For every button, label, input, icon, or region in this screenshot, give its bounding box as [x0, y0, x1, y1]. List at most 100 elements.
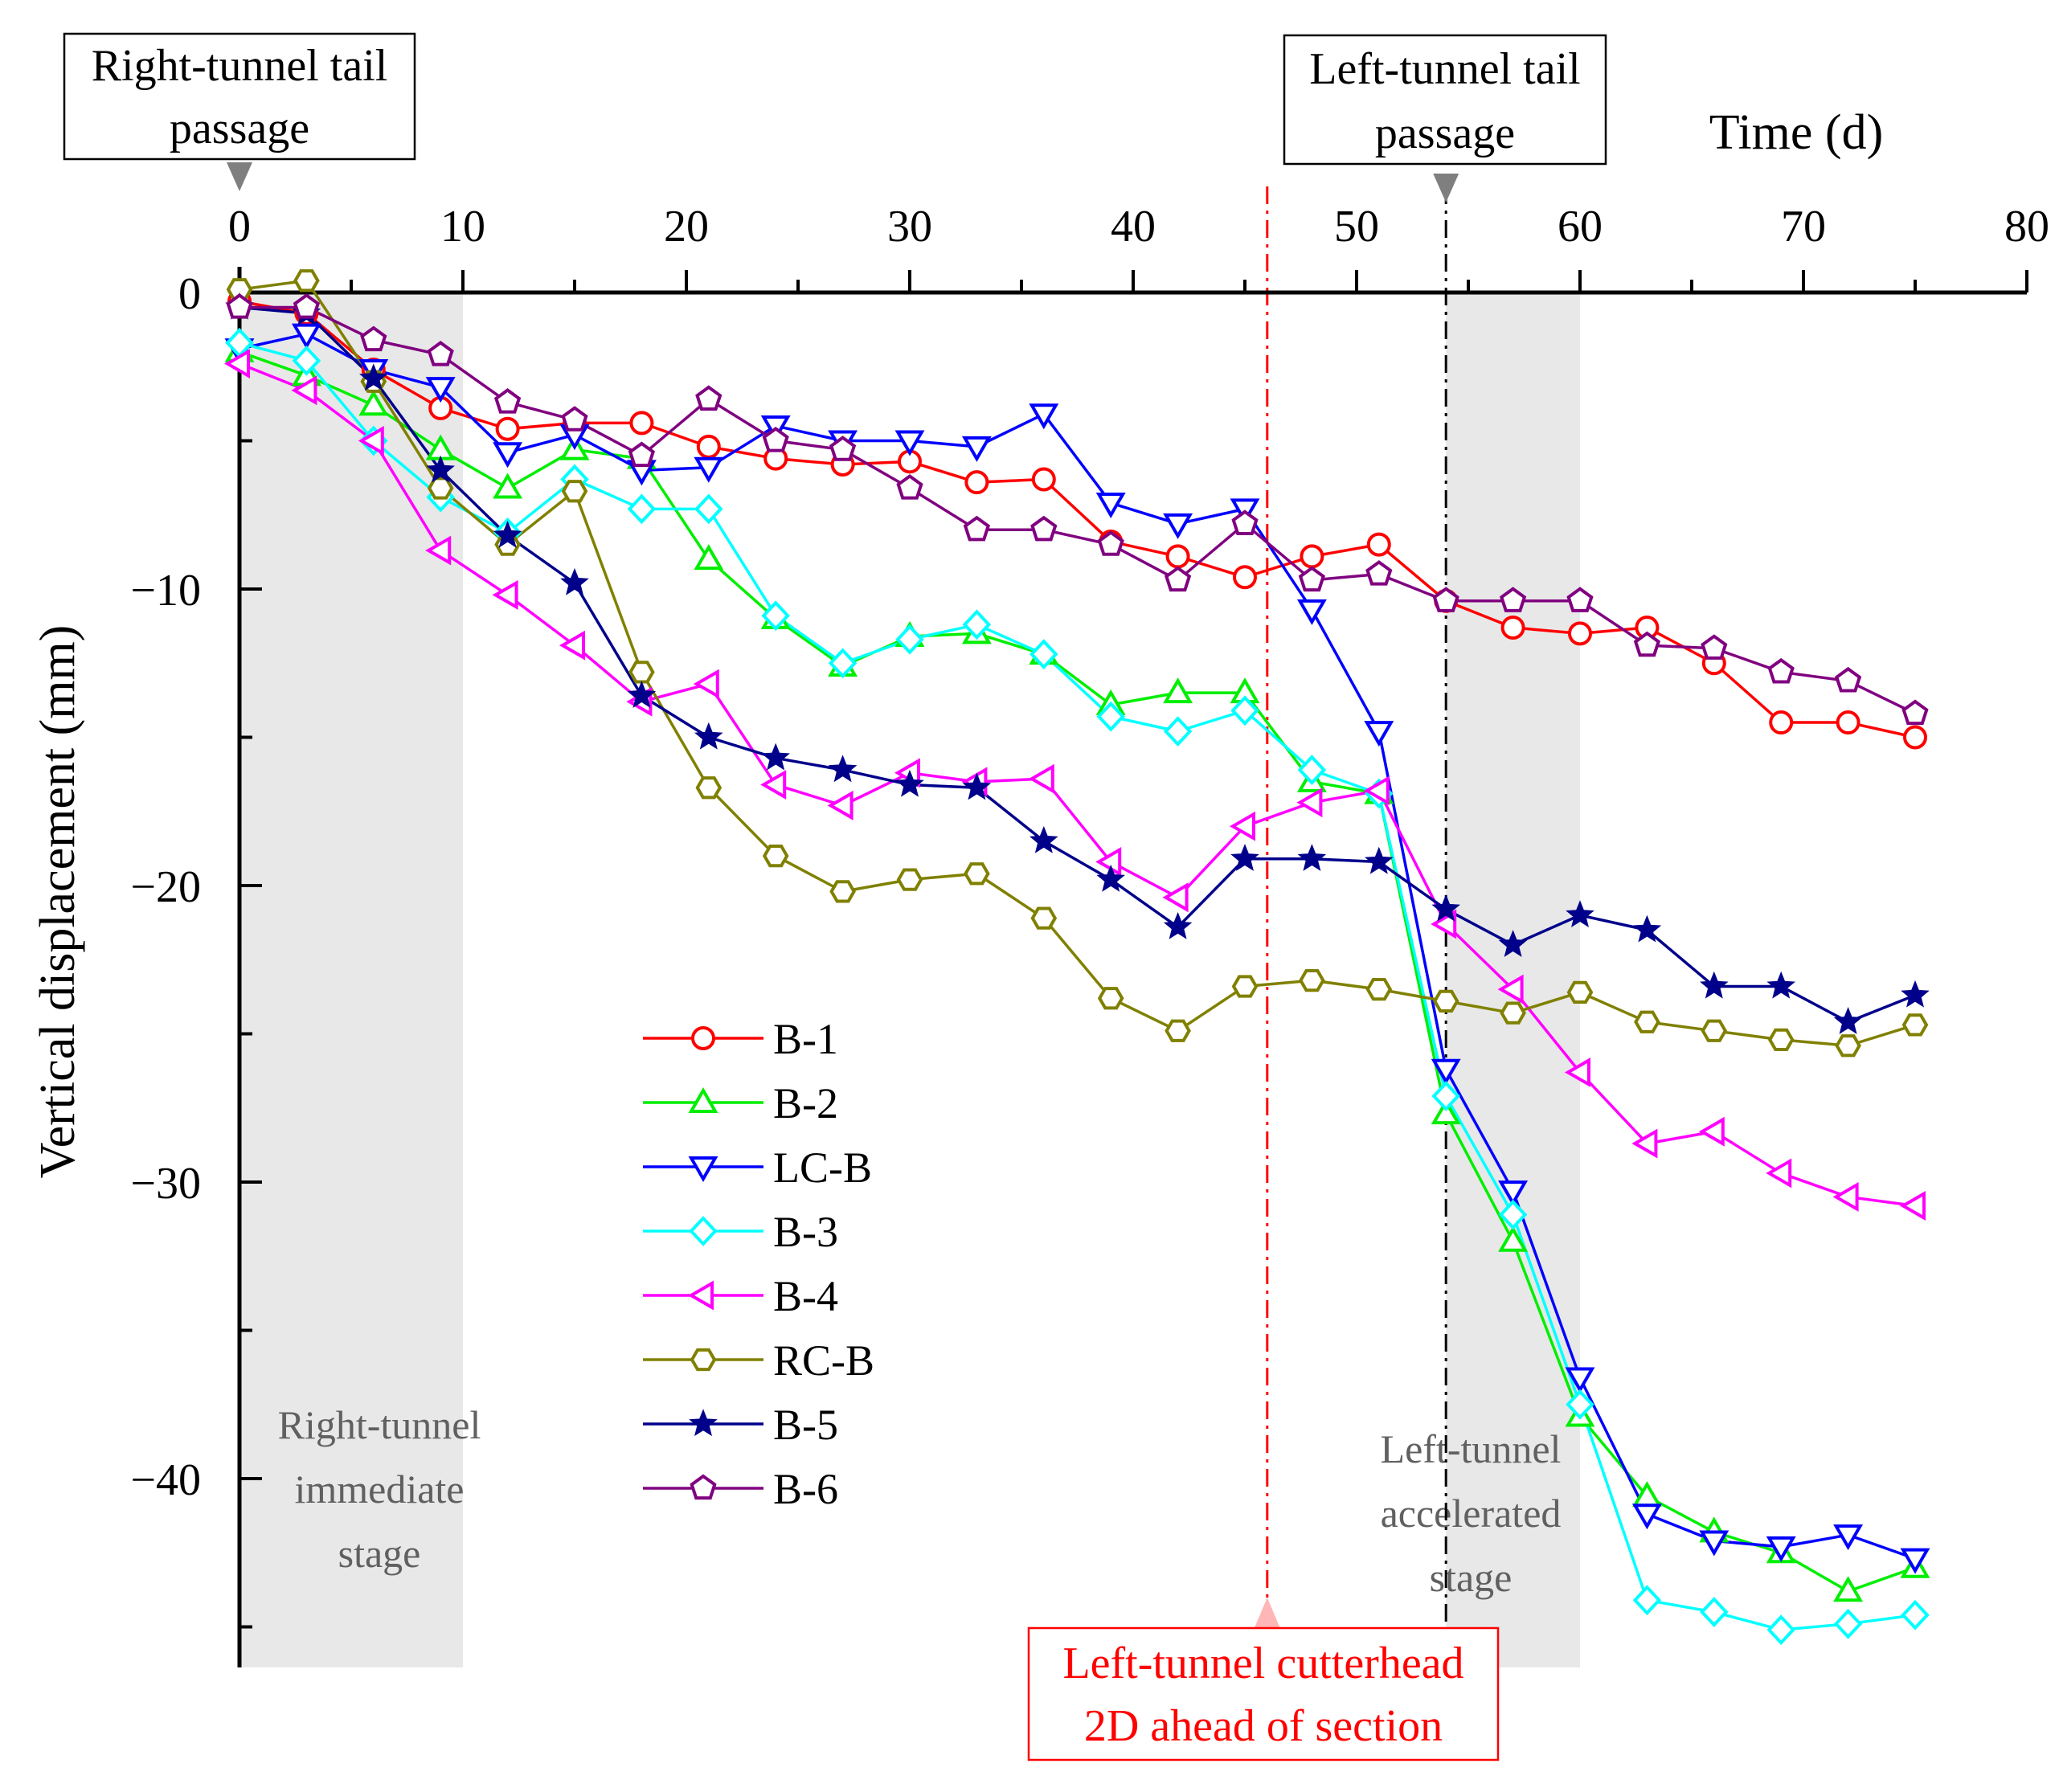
series-line-B-2	[239, 350, 1916, 1593]
y-axis-title: Vertical displacement (mm)	[31, 625, 85, 1179]
point-B-3-20	[1566, 1389, 1594, 1420]
point-B-1-6	[629, 411, 654, 436]
point-B-5-4	[493, 520, 522, 548]
series-line-B-4	[239, 362, 1916, 1208]
point-B-1-14	[1165, 544, 1190, 569]
point-B-5-3	[426, 455, 455, 483]
axes: 0 10 20 30 40 50 60 70 80 0 −10 −20 −30 −40	[130, 202, 2049, 1667]
point-B-1-16	[1300, 544, 1324, 569]
point-LC-B-16	[1296, 599, 1327, 625]
y-tick-label-0: 0	[178, 269, 201, 319]
point-B-6-24	[1834, 666, 1862, 693]
point-B-3-23	[1766, 1614, 1795, 1646]
point-LC-B-24	[1833, 1524, 1864, 1551]
point-B-4-24	[1832, 1181, 1859, 1212]
point-B-6-23	[1767, 657, 1795, 684]
point-B-5-9	[828, 755, 858, 783]
point-B-3-6	[627, 493, 657, 525]
x-tick-label-2: 20	[664, 202, 709, 252]
point-B-6-19	[1499, 587, 1527, 612]
point-LC-B-4	[493, 442, 523, 468]
point-B-3-21	[1632, 1585, 1662, 1616]
point-B-5-20	[1566, 900, 1594, 928]
point-B-5-14	[1163, 911, 1193, 939]
annotation-box-left-tail	[1283, 34, 1607, 166]
point-B-3-22	[1700, 1597, 1729, 1627]
point-LC-B-17	[1364, 721, 1394, 747]
point-LC-B-12	[1029, 403, 1059, 430]
point-B-1-12	[1031, 467, 1056, 492]
region-label-1-0: Left-tunnel	[1381, 1426, 1562, 1471]
region-label-0-2: stage	[338, 1531, 421, 1576]
point-B-5-2	[359, 363, 388, 391]
point-B-4-4	[492, 579, 518, 610]
point-B-4-13	[1095, 847, 1122, 877]
point-LC-B-18	[1431, 1058, 1461, 1085]
point-B-5-12	[1030, 825, 1058, 853]
point-B-2-2	[358, 390, 389, 416]
point-LC-B-22	[1699, 1530, 1729, 1557]
point-LC-B-19	[1498, 1180, 1529, 1207]
point-B-1-7	[696, 434, 721, 459]
point-B-6-20	[1566, 587, 1594, 612]
point-RC-B-19	[1500, 1001, 1526, 1025]
point-RC-B-24	[1835, 1034, 1861, 1058]
point-B-4-8	[760, 770, 787, 800]
point-B-4-21	[1631, 1128, 1658, 1159]
point-RC-B-14	[1165, 1019, 1191, 1042]
y-tick-label-2: −20	[130, 862, 201, 912]
point-B-6-10	[896, 474, 923, 500]
point-B-3-25	[1901, 1599, 1930, 1630]
x-axis-title: Time (d)	[1709, 105, 1883, 160]
point-B-3-18	[1431, 1081, 1460, 1111]
point-B-5-24	[1833, 1007, 1863, 1034]
point-B-4-25	[1899, 1191, 1926, 1221]
legend-marker-B-4	[687, 1280, 714, 1311]
point-B-6-9	[829, 436, 857, 461]
point-RC-B-18	[1432, 989, 1459, 1013]
point-B-5-10	[895, 769, 924, 797]
point-RC-B-22	[1701, 1019, 1728, 1042]
legend-label-B-4: B-4	[773, 1272, 838, 1320]
region-label-1-1: accelerated	[1381, 1491, 1562, 1536]
legend-marker-B-2	[688, 1086, 718, 1113]
point-B-6-13	[1097, 530, 1124, 556]
point-B-5-23	[1766, 971, 1795, 999]
point-B-3-10	[895, 624, 924, 655]
point-B-4-1	[291, 375, 317, 406]
point-RC-B-25	[1901, 1013, 1929, 1037]
point-B-6-16	[1298, 566, 1326, 592]
x-tick-label-0: 0	[228, 202, 251, 252]
point-B-4-2	[358, 426, 384, 456]
point-B-2-18	[1431, 1099, 1461, 1125]
legend-label-B-1: B-1	[773, 1015, 838, 1063]
point-RC-B-8	[762, 844, 789, 868]
point-LC-B-20	[1565, 1367, 1595, 1393]
point-B-5-7	[694, 722, 723, 750]
point-B-4-22	[1698, 1116, 1725, 1147]
point-RC-B-7	[695, 776, 722, 800]
annotation-text-left-tail-0: Left-tunnel tail	[1309, 44, 1580, 94]
point-B-3-7	[694, 493, 723, 525]
point-B-1-20	[1568, 621, 1592, 646]
series-lines	[239, 279, 1916, 1631]
point-B-4-3	[425, 535, 452, 566]
point-B-1-15	[1233, 565, 1257, 590]
legend-marker-B-6	[690, 1474, 717, 1500]
point-B-5-6	[627, 681, 657, 708]
point-RC-B-16	[1299, 968, 1325, 992]
point-B-6-12	[1030, 515, 1058, 542]
point-B-6-11	[963, 515, 991, 542]
series-line-B-3	[239, 342, 1916, 1631]
point-B-2-14	[1163, 677, 1193, 704]
point-RC-B-5	[561, 480, 588, 503]
point-B-5-17	[1365, 846, 1394, 874]
x-tick-label-1: 10	[440, 202, 485, 252]
point-B-4-9	[827, 790, 853, 820]
annotation-box-cutterhead	[1027, 1626, 1500, 1761]
annotation-text-right-tail-0: Right-tunnel tail	[92, 41, 388, 91]
point-B-1-17	[1366, 532, 1391, 557]
point-LC-B-14	[1163, 513, 1193, 539]
point-B-1-24	[1836, 710, 1860, 735]
